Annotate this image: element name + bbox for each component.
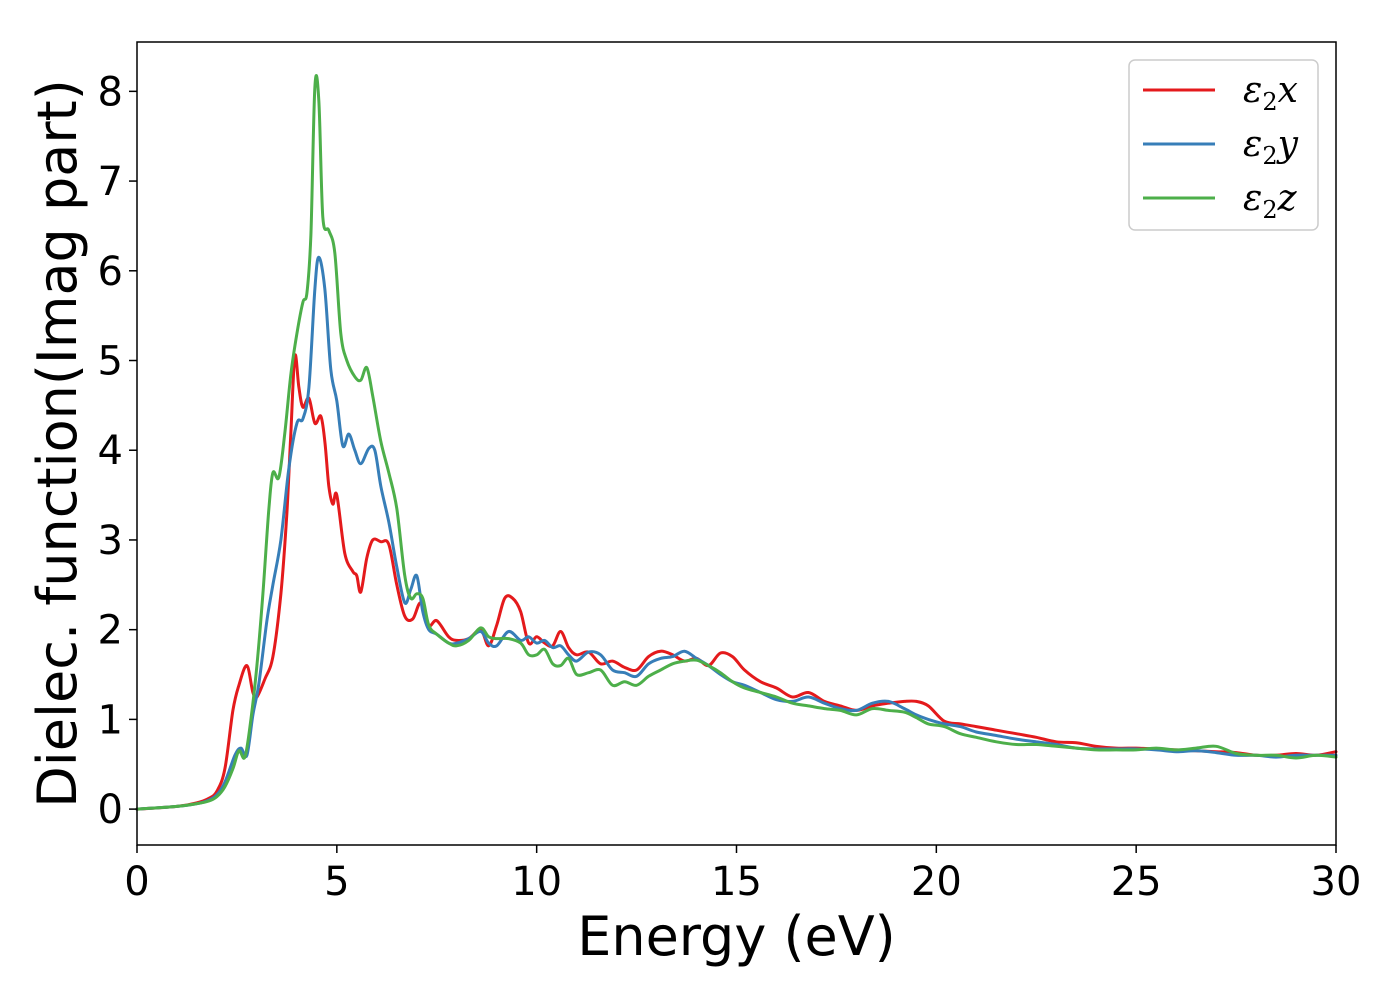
x-tick-label: 0	[124, 859, 149, 905]
y-tick-label: 2	[98, 608, 123, 654]
legend-label-y: ε2y	[1243, 124, 1299, 170]
legend-label-z: ε2z	[1243, 178, 1298, 224]
y-axis-label: Dielec. function(Imag part)	[26, 79, 89, 808]
legend: ε2x ε2y ε2z	[1128, 59, 1319, 231]
x-axis-label: Energy (eV)	[577, 905, 896, 968]
legend-label-x: ε2x	[1243, 70, 1298, 116]
y-tick-label: 8	[98, 69, 123, 115]
y-tick-label: 3	[98, 518, 123, 564]
y-tick-label: 4	[98, 428, 123, 474]
y-tick-label: 0	[98, 787, 123, 833]
y-tick-label: 7	[98, 159, 123, 205]
series-line-z	[135, 74, 1338, 811]
x-tick-label: 10	[511, 859, 562, 905]
y-tick-label: 6	[98, 249, 123, 295]
series-line-x	[135, 353, 1338, 811]
y-tick-label: 1	[98, 697, 123, 743]
x-axis: 0 5 10 15 20 25 30	[124, 845, 1361, 905]
x-tick-label: 5	[324, 859, 349, 905]
y-tick-label: 5	[98, 339, 123, 385]
x-tick-label: 25	[1111, 859, 1162, 905]
series-layer	[135, 74, 1338, 811]
y-axis: 0 1 2 3 4 5 6 7 8	[98, 69, 137, 833]
legend-box	[1128, 59, 1319, 231]
series-line-y	[135, 255, 1338, 811]
x-tick-label: 20	[911, 859, 962, 905]
x-tick-label: 15	[711, 859, 762, 905]
x-tick-label: 30	[1311, 859, 1362, 905]
